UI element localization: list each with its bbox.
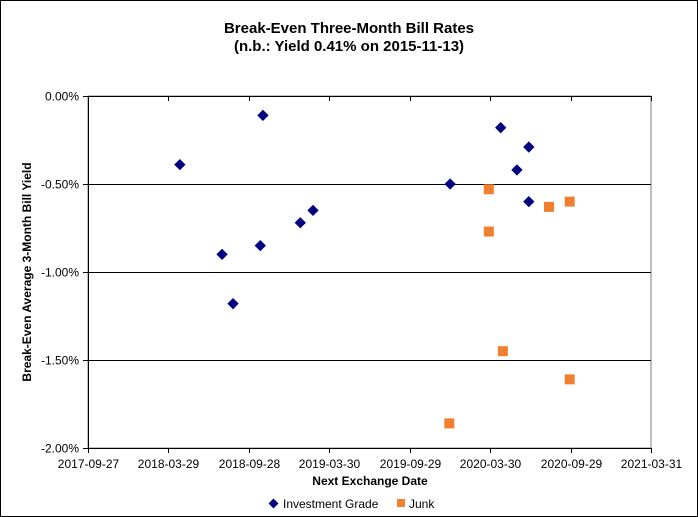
legend-marker-investment-grade [268,498,279,509]
legend-label-junk: Junk [409,497,435,511]
x-tick-label: 2018-03-29 [138,457,200,471]
legend: Investment Grade Junk [268,497,435,511]
data-point-investment-grade [254,239,266,252]
data-point-junk [483,226,494,237]
x-tick-label: 2018-09-28 [219,457,281,471]
data-point-junk [564,374,575,385]
legend-marker-junk [397,499,405,507]
x-tick-label: 2017-09-27 [58,457,120,471]
data-point-junk [483,184,494,195]
y-tick-label: 0.00% [45,90,79,104]
y-axis-title: Break-Even Average 3-Month Bill Yield [20,162,34,381]
data-point-junk [444,418,455,429]
data-point-investment-grade [523,141,535,153]
data-point-investment-grade [523,195,535,208]
y-tick-label: -1.50% [41,354,79,368]
data-point-investment-grade [307,204,319,217]
data-point-junk [564,196,575,207]
data-point-investment-grade [216,248,228,261]
x-tick-label: 2020-09-29 [541,457,603,471]
y-tick-label: -1.00% [41,266,79,280]
data-point-investment-grade [227,298,239,310]
x-axis-title: Next Exchange Date [312,474,428,488]
data-point-investment-grade [444,178,456,190]
data-point-junk [497,346,508,357]
x-tick-label: 2020-03-30 [460,457,522,471]
legend-label-investment-grade: Investment Grade [283,497,379,511]
x-tick-label: 2021-03-31 [621,457,683,471]
y-tick-label: -0.50% [41,178,79,192]
chart-subtitle: (n.b.: Yield 0.41% on 2015-11-13) [233,38,465,55]
x-tick-label: 2019-09-29 [380,457,442,471]
data-point-investment-grade [511,164,523,176]
data-point-investment-grade [294,217,306,229]
data-point-investment-grade [174,158,186,171]
y-tick-label: -2.00% [41,442,79,456]
x-tick-label: 2019-03-30 [299,457,361,471]
data-point-junk [544,201,555,212]
chart-title: Break-Even Three-Month Bill Rates [223,20,475,37]
